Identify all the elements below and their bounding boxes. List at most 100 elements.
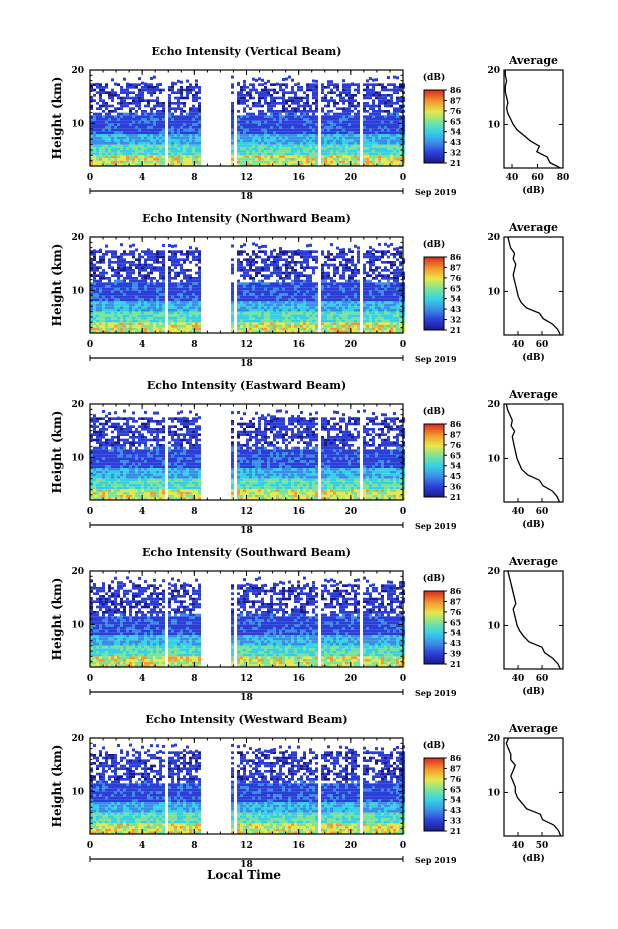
colorbar-tick-label: 65 — [450, 283, 461, 293]
x-tick-label: 8 — [191, 507, 197, 517]
average-x-tick-label: 50 — [536, 841, 549, 851]
x-tick-label: 12 — [240, 674, 253, 684]
average-x-tick-label: 60 — [536, 507, 549, 517]
colorbar-unit-label: (dB) — [423, 239, 445, 250]
colorbar-tick-label: 54 — [450, 628, 462, 638]
x-tick-label: 20 — [345, 340, 358, 350]
average-frame — [503, 69, 564, 169]
colorbar-tick-label: 86 — [450, 85, 462, 95]
colorbar-tick-label: 21 — [450, 158, 461, 168]
average-x-tick-label: 40 — [512, 507, 525, 517]
x-tick-label: 16 — [292, 841, 305, 851]
x-tick-label: 16 — [292, 507, 305, 517]
average-title: Average — [508, 54, 558, 67]
colorbar-tick-label: 54 — [450, 795, 462, 805]
colorbar-tick-label: 87 — [450, 596, 461, 606]
x-tick-label: 8 — [191, 340, 197, 350]
colorbar-tick-label: 65 — [450, 784, 461, 794]
heatmap — [90, 242, 405, 333]
colorbar-tick-label: 76 — [450, 106, 462, 116]
colorbar-tick-label: 65 — [450, 450, 461, 460]
colorbar-tick-label: 32 — [450, 148, 461, 158]
panel-title: Echo Intensity (Vertical Beam) — [151, 45, 341, 58]
y-tick-label: 10 — [71, 453, 84, 463]
average-x-tick-label: 40 — [512, 340, 525, 350]
date-month-label: Sep 2019 — [415, 521, 457, 531]
panel-title: Echo Intensity (Southward Beam) — [142, 546, 351, 559]
date-day-label: 18 — [240, 693, 253, 703]
colorbar-tick-label: 86 — [450, 252, 462, 262]
y-tick-label: 20 — [71, 233, 84, 243]
colorbar-tick-label: 87 — [450, 763, 461, 773]
date-day-label: 18 — [240, 860, 253, 870]
colorbar-tick-label: 76 — [450, 440, 462, 450]
panel-vertical: Echo Intensity (Vertical Beam) Height (km… — [50, 45, 569, 202]
colorbar-tick-label: 86 — [450, 586, 462, 596]
y-tick-label: 20 — [71, 66, 84, 76]
x-tick-label: 0 — [400, 173, 406, 183]
x-tick-label: 4 — [139, 340, 145, 350]
x-tick-label: 0 — [400, 674, 406, 684]
x-tick-label: 12 — [240, 173, 253, 183]
colorbar-tick-label: 32 — [450, 315, 461, 325]
colorbar-tick-label: 21 — [450, 325, 461, 335]
average-x-tick-label: 60 — [531, 173, 544, 183]
colorbar-tick-label: 21 — [450, 826, 461, 836]
average-y-tick-label: 20 — [487, 734, 500, 744]
colorbar-unit-label: (dB) — [423, 740, 445, 751]
average-profile-line — [505, 403, 561, 503]
colorbar-tick-label: 43 — [450, 137, 462, 147]
panel-title: Echo Intensity (Northward Beam) — [142, 212, 351, 225]
heatmap — [90, 743, 405, 834]
x-tick-label: 0 — [87, 674, 93, 684]
date-month-label: Sep 2019 — [415, 688, 457, 698]
average-profile-line — [505, 737, 562, 837]
date-day-label: 18 — [240, 359, 253, 369]
heatmap — [90, 75, 405, 166]
average-frame — [503, 403, 564, 503]
x-tick-label: 4 — [139, 841, 145, 851]
average-title: Average — [508, 722, 558, 735]
average-frame — [503, 570, 564, 670]
average-y-tick-label: 20 — [487, 233, 500, 243]
x-tick-label: 0 — [400, 340, 406, 350]
average-title: Average — [508, 221, 558, 234]
x-tick-label: 0 — [87, 507, 93, 517]
colorbar-tick-label: 54 — [450, 461, 462, 471]
colorbar-tick-label: 86 — [450, 419, 462, 429]
average-x-tick-label: 80 — [557, 173, 570, 183]
colorbar-unit-label: (dB) — [423, 573, 445, 584]
y-axis-label: Height (km) — [50, 745, 64, 828]
x-tick-label: 12 — [240, 340, 253, 350]
x-tick-label: 16 — [292, 173, 305, 183]
x-tick-label: 20 — [345, 507, 358, 517]
x-tick-label: 12 — [240, 507, 253, 517]
date-month-label: Sep 2019 — [415, 354, 457, 364]
colorbar-unit-label: (dB) — [423, 406, 445, 417]
colorbar-tick-label: 76 — [450, 273, 462, 283]
average-x-axis-label: (dB) — [522, 686, 544, 697]
panel-westward: Echo Intensity (Westward Beam) Height (km… — [50, 713, 564, 870]
y-tick-label: 20 — [71, 400, 84, 410]
colorbar-tick-label: 76 — [450, 774, 462, 784]
panel-eastward: Echo Intensity (Eastward Beam) Height (km… — [50, 379, 564, 536]
x-tick-label: 4 — [139, 173, 145, 183]
x-tick-label: 0 — [87, 173, 93, 183]
average-y-tick-label: 10 — [487, 287, 500, 297]
average-x-tick-label: 40 — [506, 173, 519, 183]
date-month-label: Sep 2019 — [415, 187, 457, 197]
average-x-axis-label: (dB) — [522, 853, 544, 864]
average-frame — [503, 737, 564, 837]
average-y-tick-label: 20 — [487, 567, 500, 577]
average-y-tick-label: 20 — [487, 400, 500, 410]
heatmap — [90, 576, 405, 667]
x-tick-label: 20 — [345, 841, 358, 851]
average-x-axis-label: (dB) — [522, 519, 544, 530]
average-profile-line — [507, 570, 561, 670]
date-day-label: 18 — [240, 526, 253, 536]
panel-title: Echo Intensity (Eastward Beam) — [147, 379, 346, 392]
average-y-tick-label: 10 — [487, 120, 500, 130]
colorbar-tick-label: 65 — [450, 116, 461, 126]
colorbar-tick-label: 21 — [450, 659, 461, 669]
